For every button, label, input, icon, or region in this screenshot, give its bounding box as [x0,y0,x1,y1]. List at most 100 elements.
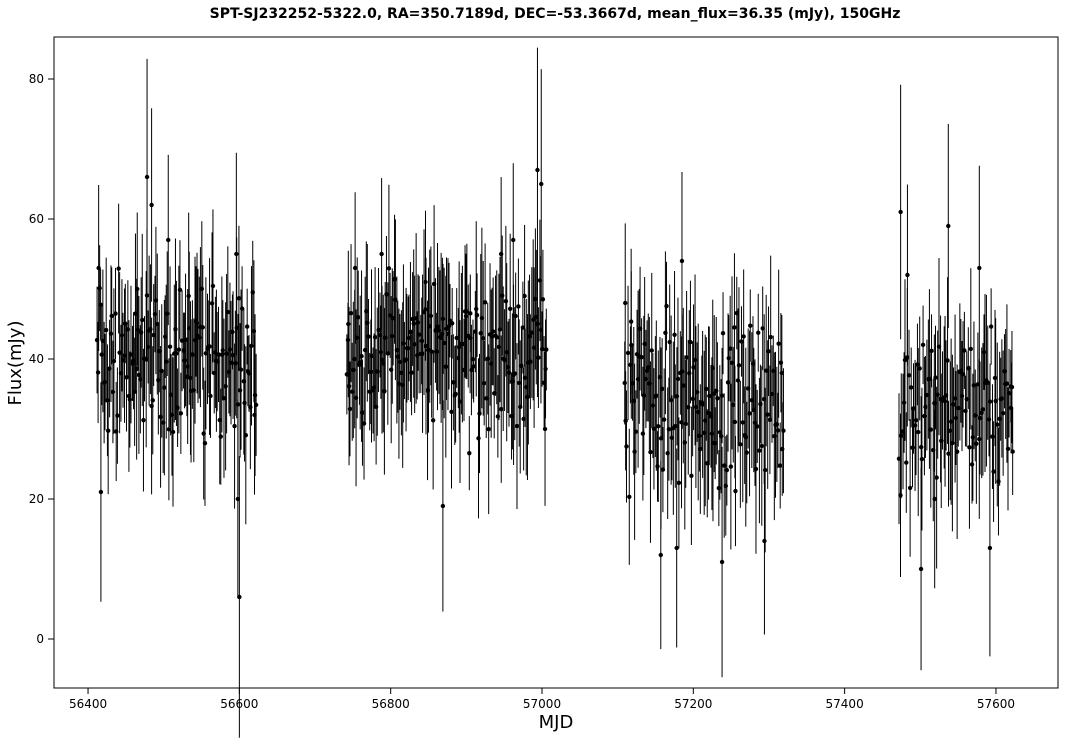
data-point [686,405,691,410]
data-point [655,464,660,469]
data-point [252,412,257,418]
data-point [128,352,134,357]
data-point [743,434,748,440]
data-point [525,394,530,400]
data-point [184,374,190,379]
data-point [102,379,108,385]
data-point [710,365,715,371]
data-point [524,384,529,390]
data-point [635,377,641,382]
data-point [694,389,700,395]
data-point [123,321,128,326]
data-point [166,427,172,432]
data-point [456,344,462,350]
data-point [968,346,974,352]
data-point [734,310,739,316]
data-point [474,306,479,312]
data-point [359,353,364,359]
data-point [738,442,743,447]
data-point [235,496,241,502]
data-point [175,405,180,410]
plot-frame [53,36,1059,689]
data-point [355,335,360,340]
data-point [213,350,218,355]
data-point [420,351,425,356]
data-point [991,469,996,474]
data-point [441,340,447,346]
data-point [119,333,125,338]
data-point [389,367,394,372]
data-point [679,420,684,425]
data-point [642,341,647,347]
data-point [761,396,767,402]
data-point [535,167,540,173]
data-point [933,375,938,380]
y-axis-label: Flux(mJy) [5,321,26,406]
data-point [214,359,220,364]
data-point [945,358,950,363]
data-point [371,385,377,390]
data-point [352,265,358,271]
data-point [896,456,902,461]
data-point [987,399,993,404]
data-point [471,364,476,369]
data-point [768,334,773,340]
data-point [183,337,188,343]
data-point [428,313,434,319]
data-point [511,237,516,243]
data-point [409,370,414,375]
data-point [643,376,649,382]
data-point [543,366,548,372]
data-point [502,357,507,363]
data-point [772,434,777,439]
data-point [379,357,385,363]
data-point [733,488,738,494]
data-point [723,483,728,489]
data-point [970,435,976,440]
data-point [486,427,491,432]
data-point [966,365,971,371]
data-point [241,379,247,384]
data-point [528,359,533,364]
data-point [993,398,998,404]
data-point [208,393,213,399]
data-point [203,351,209,356]
data-point [505,365,511,370]
data-point [974,441,979,446]
data-point [107,366,112,371]
data-point [977,265,982,271]
data-point [406,346,411,351]
error-bars [96,47,1014,738]
data-point [762,467,768,473]
data-point [179,338,185,343]
data-point [357,360,363,365]
y-tick-label: 20 [29,492,44,506]
data-point [249,343,254,349]
data-point [913,417,919,423]
data-point [390,333,395,339]
data-point [728,464,734,469]
data-point [948,428,953,434]
data-point [664,303,669,309]
data-point [915,362,920,367]
data-point [923,404,928,410]
data-point [779,370,785,376]
data-point [423,343,429,349]
data-point [158,414,163,420]
x-axis-label: MJD [539,712,574,733]
data-point [519,363,524,369]
data-point [221,396,227,401]
data-point [118,371,124,376]
data-point [516,304,521,309]
data-point [197,335,202,340]
x-tick-label: 56800 [372,697,410,711]
data-point [996,479,1001,484]
data-point [122,353,127,358]
data-point [186,293,191,299]
data-point [668,397,674,403]
data-point [741,334,746,339]
data-point [1008,405,1014,411]
data-point [959,393,965,399]
data-point [190,352,195,357]
data-point [369,353,374,359]
